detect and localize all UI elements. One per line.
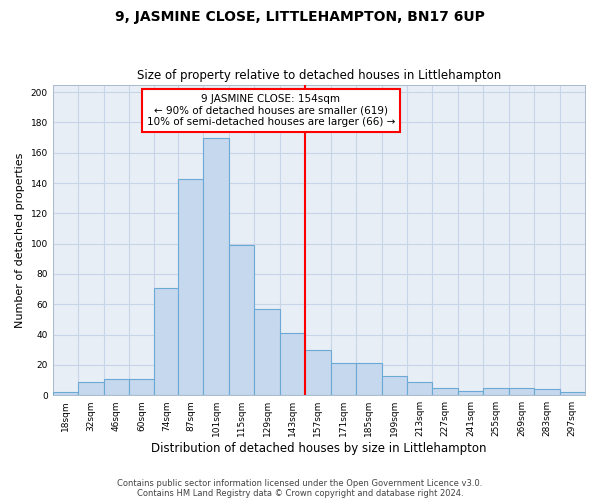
Text: Contains public sector information licensed under the Open Government Licence v3: Contains public sector information licen…	[118, 478, 482, 488]
Bar	[203, 138, 229, 395]
Text: Contains HM Land Registry data © Crown copyright and database right 2024.: Contains HM Land Registry data © Crown c…	[137, 488, 463, 498]
Bar	[254, 309, 280, 395]
Y-axis label: Number of detached properties: Number of detached properties	[15, 152, 25, 328]
Bar	[356, 364, 382, 395]
Bar	[178, 178, 203, 395]
Bar	[407, 382, 433, 395]
Bar	[560, 392, 585, 395]
Bar	[104, 378, 129, 395]
Bar	[509, 388, 534, 395]
Bar	[78, 382, 104, 395]
Bar	[305, 350, 331, 395]
Text: 9, JASMINE CLOSE, LITTLEHAMPTON, BN17 6UP: 9, JASMINE CLOSE, LITTLEHAMPTON, BN17 6U…	[115, 10, 485, 24]
Bar	[280, 333, 305, 395]
Bar	[229, 245, 254, 395]
Bar	[382, 376, 407, 395]
Text: 9 JASMINE CLOSE: 154sqm
← 90% of detached houses are smaller (619)
10% of semi-d: 9 JASMINE CLOSE: 154sqm ← 90% of detache…	[147, 94, 395, 127]
Bar	[433, 388, 458, 395]
Title: Size of property relative to detached houses in Littlehampton: Size of property relative to detached ho…	[137, 69, 501, 82]
Bar	[331, 364, 356, 395]
Bar	[458, 390, 483, 395]
Bar	[483, 388, 509, 395]
Bar	[53, 392, 78, 395]
Bar	[129, 378, 154, 395]
X-axis label: Distribution of detached houses by size in Littlehampton: Distribution of detached houses by size …	[151, 442, 487, 455]
Bar	[154, 288, 178, 395]
Bar	[534, 389, 560, 395]
